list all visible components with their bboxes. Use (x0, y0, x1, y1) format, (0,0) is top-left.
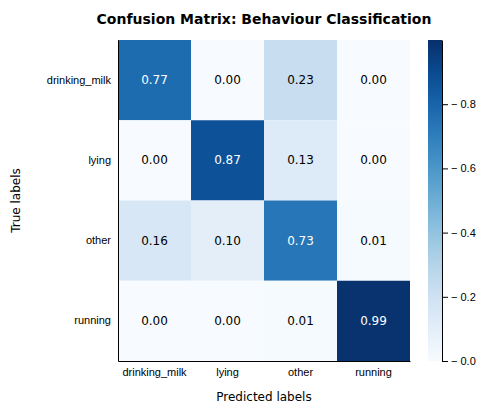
data-label: 0.87 (214, 153, 241, 167)
tick-label: lying (88, 154, 111, 166)
cell (191, 281, 264, 361)
y-axis: drinking_milklying other running (47, 41, 119, 362)
data-label: 0.00 (141, 153, 168, 167)
tick: running (74, 314, 111, 326)
data-label: 0.00 (214, 73, 241, 87)
colorbar-gradient (428, 40, 442, 361)
axis-line (442, 41, 443, 362)
cell (264, 201, 337, 281)
colorbar: − 0.0 − 0.2 − 0.4 − 0.6 − 0.8 (428, 40, 476, 367)
tick-label: running (355, 366, 392, 378)
x-axis: drinking_milk lying other running (119, 362, 411, 378)
cells (118, 40, 410, 361)
tick-mark (442, 104, 448, 105)
tick-label: − 0.0 (451, 355, 476, 367)
cell (118, 40, 191, 120)
tick-mark (442, 168, 448, 169)
tick: lying (88, 154, 111, 166)
tick: − 0.0 (442, 355, 476, 367)
data-label: 0.23 (287, 73, 314, 87)
tick-label: running (74, 314, 111, 326)
cell (118, 201, 191, 281)
data-label: 0.10 (214, 234, 241, 248)
data-label: 0.00 (214, 314, 241, 328)
y-axis-title: True labels (9, 168, 23, 234)
data-label: 0.00 (360, 153, 387, 167)
data-label: 0.16 (141, 234, 168, 248)
data-labels: 0.77 0.00 0.23 0.00 0.00 0.87 0.13 0.00 0.16 0.10… (141, 73, 387, 328)
tick: other (86, 234, 111, 246)
tick-label: other (288, 366, 313, 378)
tick: drinking_milk (47, 74, 112, 86)
tick-label: − 0.6 (451, 162, 476, 174)
tick-label: drinking_milk (47, 74, 112, 86)
tick: drinking_milk (122, 366, 187, 378)
plot: 0.77 0.00 0.23 0.00 0.00 0.87 0.13 0.00 0.16 0.10… (47, 40, 476, 378)
axis-line (118, 41, 119, 362)
data-label: 0.00 (141, 314, 168, 328)
data-label: 0.01 (287, 314, 314, 328)
tick-label: − 0.2 (451, 291, 476, 303)
tick: − 0.6 (442, 162, 476, 174)
cell (337, 201, 410, 281)
tick-mark (442, 361, 448, 362)
data-label: 0.00 (360, 73, 387, 87)
chart: 0.77 0.00 0.23 0.00 0.00 0.87 0.13 0.00 0.16 0.10… (0, 0, 500, 413)
data-label: 0.73 (287, 234, 314, 248)
tick-label: − 0.8 (451, 98, 476, 110)
tick: − 0.8 (442, 98, 476, 110)
cell (191, 40, 264, 120)
cell (337, 120, 410, 200)
cell (118, 281, 191, 361)
data-label: 0.13 (287, 153, 314, 167)
cell (337, 281, 410, 361)
cell (191, 201, 264, 281)
colorbar-axis: − 0.0 − 0.2 − 0.4 − 0.6 − 0.8 (442, 41, 476, 368)
axis-line (119, 361, 411, 362)
cell (118, 120, 191, 200)
data-label: 0.99 (360, 314, 387, 328)
tick: running (355, 366, 392, 378)
data-label: 0.01 (360, 234, 387, 248)
title: Confusion Matrix: Behaviour Classificati… (97, 11, 432, 27)
tick-label: lying (216, 366, 239, 378)
tick: − 0.2 (442, 291, 476, 303)
cell (264, 120, 337, 200)
tick: other (288, 366, 313, 378)
cell (337, 40, 410, 120)
cell (264, 40, 337, 120)
cell (264, 281, 337, 361)
tick-label: drinking_milk (122, 366, 187, 378)
tick: − 0.4 (442, 227, 476, 239)
tick-mark (442, 233, 448, 234)
tick-mark (442, 297, 448, 298)
tick: lying (216, 366, 239, 378)
data-label: 0.77 (141, 73, 168, 87)
tick-label: other (86, 234, 111, 246)
tick-label: − 0.4 (451, 227, 476, 239)
x-axis-title: Predicted labels (216, 390, 311, 404)
cell (191, 120, 264, 200)
